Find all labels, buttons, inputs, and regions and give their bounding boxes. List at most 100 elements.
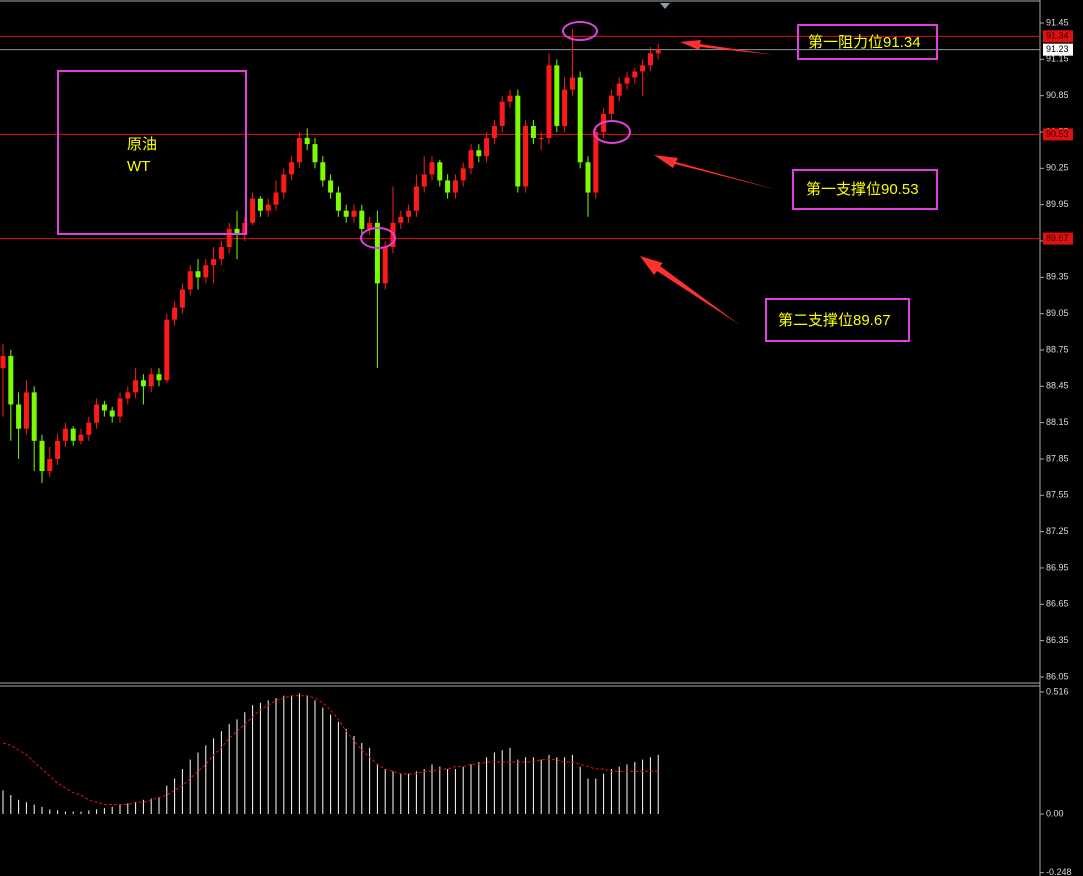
candle-body bbox=[460, 168, 466, 181]
y-tick-label: -0.248 bbox=[1046, 867, 1072, 876]
y-tick-label: 86.35 bbox=[1046, 635, 1069, 645]
candle-body bbox=[187, 271, 193, 290]
callout: 第一阻力位91.34 bbox=[808, 33, 921, 51]
candle-body bbox=[437, 162, 443, 181]
candle-body bbox=[507, 95, 513, 102]
y-tick-label: 86.65 bbox=[1046, 599, 1069, 609]
y-tick-label: 90.85 bbox=[1046, 90, 1069, 100]
candle-body bbox=[125, 392, 131, 399]
candle-body bbox=[273, 192, 279, 205]
annotation: 原油 bbox=[127, 136, 157, 153]
candle-body bbox=[398, 216, 404, 223]
candle-body bbox=[156, 374, 162, 381]
candle-body bbox=[343, 210, 349, 217]
candle-body bbox=[179, 289, 185, 308]
candle-body bbox=[421, 174, 427, 187]
candle-body bbox=[538, 138, 544, 140]
candle-body bbox=[133, 380, 139, 393]
candle-body bbox=[374, 222, 380, 284]
y-tick-label: 87.55 bbox=[1046, 490, 1069, 500]
arrow bbox=[640, 256, 740, 325]
price-tag bbox=[1043, 43, 1073, 56]
candle-body bbox=[281, 174, 287, 193]
candle-body bbox=[195, 271, 201, 278]
candle-body bbox=[554, 65, 560, 126]
candle-body bbox=[569, 77, 575, 90]
y-tick-label: 89.35 bbox=[1046, 272, 1069, 282]
candle-body bbox=[351, 210, 357, 217]
candle-body bbox=[382, 247, 388, 284]
callout: 第二支撑位89.67 bbox=[778, 311, 891, 329]
candle-body bbox=[484, 138, 490, 157]
candle-body bbox=[320, 162, 326, 181]
candle-body bbox=[16, 404, 22, 429]
y-tick-label: 91.15 bbox=[1046, 54, 1069, 64]
price-label: 91.23 bbox=[1046, 44, 1069, 54]
candle-body bbox=[86, 422, 92, 435]
candle-body bbox=[530, 125, 536, 139]
candle-body bbox=[312, 144, 318, 163]
y-tick-label: 91.45 bbox=[1046, 17, 1069, 27]
candle-body bbox=[413, 186, 419, 211]
candle-body bbox=[632, 71, 638, 78]
candle-body bbox=[226, 228, 232, 248]
candle-body bbox=[94, 404, 100, 423]
marks: 91.4591.1590.8590.5590.2589.9589.6589.35… bbox=[0, 17, 1073, 876]
level-tag bbox=[1043, 128, 1073, 141]
candle-body bbox=[257, 198, 263, 211]
candle-body bbox=[640, 65, 646, 72]
candle-body bbox=[8, 356, 14, 405]
candle-body bbox=[265, 204, 271, 211]
candle-body bbox=[23, 392, 29, 429]
callout-box bbox=[797, 24, 938, 60]
candle-body bbox=[616, 83, 622, 96]
level-tag bbox=[1043, 30, 1073, 43]
candle-body bbox=[78, 434, 84, 441]
level-label: 90.53 bbox=[1046, 129, 1069, 139]
arrow bbox=[680, 40, 775, 55]
candle-body bbox=[429, 162, 435, 175]
candle-body bbox=[0, 356, 6, 369]
y-tick-label: 88.75 bbox=[1046, 344, 1069, 354]
candle-body bbox=[523, 125, 529, 187]
highlight bbox=[562, 21, 598, 41]
candle-body bbox=[117, 398, 123, 417]
y-tick-label: 89.05 bbox=[1046, 308, 1069, 318]
candle-body bbox=[47, 458, 53, 472]
candle-body bbox=[203, 265, 209, 278]
callout-box bbox=[765, 298, 910, 342]
y-tick-label: 86.95 bbox=[1046, 562, 1069, 572]
y-tick-label: 0.00 bbox=[1046, 808, 1064, 818]
candle-body bbox=[39, 440, 45, 472]
candle-body bbox=[296, 138, 302, 163]
candle-body bbox=[140, 380, 146, 387]
annotation: WT bbox=[127, 158, 150, 175]
candle-body bbox=[468, 150, 474, 169]
candle-body bbox=[647, 53, 653, 66]
highlight bbox=[593, 120, 631, 144]
candle-body bbox=[109, 410, 115, 417]
candle-body bbox=[577, 77, 583, 163]
callout-box bbox=[792, 169, 938, 210]
candle-body bbox=[608, 95, 614, 114]
candle-body bbox=[515, 95, 521, 187]
y-tick-label: 88.15 bbox=[1046, 417, 1069, 427]
candle-body bbox=[164, 319, 170, 381]
candle-body bbox=[328, 180, 334, 193]
candle-body bbox=[562, 89, 568, 126]
candle-body bbox=[242, 222, 248, 235]
label-box bbox=[57, 70, 247, 235]
signal-line bbox=[2, 695, 659, 806]
candle-body bbox=[593, 131, 599, 193]
y-tick-label: 88.45 bbox=[1046, 381, 1069, 391]
candle-body bbox=[172, 307, 178, 320]
y-tick-label: 87.85 bbox=[1046, 453, 1069, 463]
candle-body bbox=[624, 77, 630, 84]
y-tick-label: 87.25 bbox=[1046, 526, 1069, 536]
candle-body bbox=[62, 428, 68, 441]
candle-body bbox=[55, 440, 61, 459]
level-label: 89.67 bbox=[1046, 233, 1069, 243]
candle-body bbox=[452, 180, 458, 193]
